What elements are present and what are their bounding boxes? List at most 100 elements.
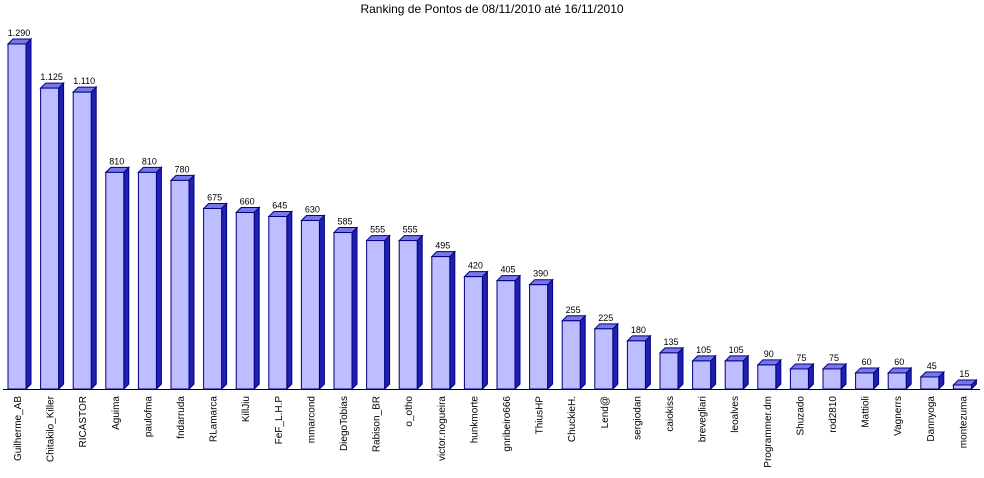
x-tick-label: Mattioli [861, 396, 872, 428]
x-tick-label: paulofma [143, 396, 154, 438]
bar-side [579, 314, 586, 391]
bar-side [644, 334, 651, 391]
bar-side [710, 354, 717, 391]
bar [952, 378, 978, 391]
bar [6, 37, 33, 391]
bar [365, 234, 391, 391]
bar-side [58, 81, 65, 391]
bar [137, 166, 163, 391]
bar-front [398, 240, 418, 390]
bar-side [318, 214, 325, 391]
bar-front [724, 360, 744, 390]
x-tick-label: victor.nogueira [437, 396, 448, 461]
x-tick-label: gnribeiro666 [502, 396, 513, 452]
data-label: 645 [272, 201, 287, 211]
bar-side [416, 234, 423, 391]
x-tick-label: montezuma [958, 396, 969, 449]
bar-front [40, 87, 60, 390]
x-tick-label: KillJiu [241, 396, 252, 422]
data-label: 810 [109, 156, 124, 166]
bar-side [449, 250, 456, 391]
bar [397, 234, 424, 391]
bar-front [887, 372, 907, 390]
data-label: 60 [862, 357, 872, 367]
data-label: 390 [533, 269, 548, 279]
bar-front [692, 360, 712, 390]
data-label: 495 [435, 241, 450, 251]
bar-front [463, 276, 483, 390]
bar [723, 354, 750, 391]
data-label: 60 [894, 357, 904, 367]
bar-front [431, 256, 451, 390]
bar-front [496, 280, 516, 390]
data-label: 555 [403, 225, 418, 235]
bar-side [90, 85, 97, 391]
bar-front [300, 220, 320, 390]
x-tick-label: o_otho [404, 396, 415, 427]
bar [756, 358, 783, 391]
bar-front [529, 284, 549, 390]
bar [71, 85, 98, 391]
bar-side [25, 37, 32, 391]
bar-side [384, 234, 391, 391]
data-label: 585 [337, 217, 352, 227]
x-tick-label: Guilherme_AB [13, 396, 24, 461]
x-tick-label: Lend@ [600, 396, 611, 428]
chart-title: Ranking de Pontos de 08/11/2010 até 16/1… [360, 2, 624, 16]
bar [593, 322, 620, 391]
data-label: 15 [959, 369, 969, 379]
x-tick-label: ChuckieH. [567, 396, 578, 442]
bar-front [72, 91, 92, 390]
x-tick-label: mmarcond [306, 396, 317, 443]
data-label: 630 [305, 205, 320, 215]
bar [169, 174, 196, 391]
data-label: 255 [566, 305, 581, 315]
x-tick-label: RICASTOR [78, 396, 89, 448]
bar-front [757, 364, 777, 390]
x-tick-label: Shuzado [795, 396, 806, 436]
bar-side [351, 226, 358, 391]
x-tick-label: Dannyoga [926, 396, 937, 442]
x-tick-label: rod2810 [828, 396, 839, 433]
bar-front [594, 328, 614, 390]
bar [886, 366, 913, 391]
bar [528, 278, 554, 391]
bar-front [659, 352, 679, 390]
bar [104, 166, 131, 391]
bar-side [742, 354, 749, 391]
bar [300, 214, 326, 391]
x-tick-label: Programmer.dm [763, 396, 774, 468]
x-tick-label: Vagnerrs [893, 396, 904, 436]
bar-front [920, 376, 940, 390]
data-label: 675 [207, 192, 222, 202]
bar [202, 202, 228, 391]
bar-front [268, 216, 288, 390]
data-label: 90 [764, 349, 774, 359]
data-label: 135 [663, 337, 678, 347]
bar [463, 270, 489, 391]
x-tick-label: Aguima [111, 396, 122, 430]
bar-side [155, 166, 162, 391]
bar [626, 334, 652, 391]
bar [234, 206, 261, 391]
bar-front [7, 43, 27, 390]
data-label: 780 [174, 164, 189, 174]
data-label: 75 [796, 353, 806, 363]
data-label: 1.290 [8, 28, 31, 38]
bar-front [626, 340, 646, 390]
data-label: 1.125 [40, 72, 63, 82]
bar [560, 314, 587, 391]
x-tick-label: ThiusHP [535, 396, 546, 435]
x-tick-label: brevegliari [698, 396, 709, 442]
x-tick-label: hunkmorte [469, 396, 480, 444]
bar-front [822, 368, 842, 390]
data-label: 75 [829, 353, 839, 363]
bar-front [789, 368, 809, 390]
data-label: 105 [696, 345, 711, 355]
bar-side [514, 274, 521, 391]
bar [789, 362, 815, 391]
bar-front [952, 384, 972, 390]
bar-side [547, 278, 554, 391]
